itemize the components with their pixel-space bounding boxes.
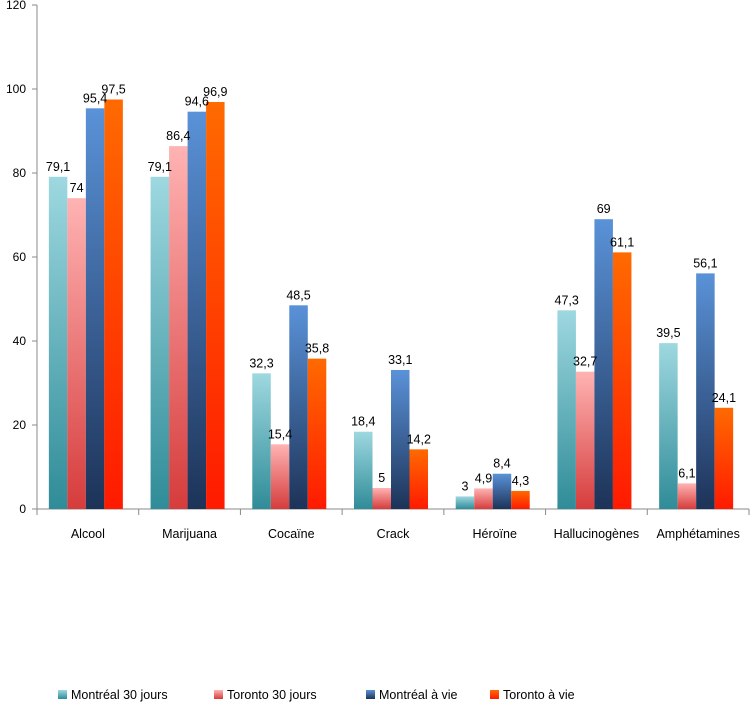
y-tick-label: 60 — [13, 250, 27, 264]
y-tick-label: 80 — [13, 166, 27, 180]
data-label: 14,2 — [407, 432, 431, 446]
x-category-label: Crack — [377, 527, 410, 541]
bars — [48, 99, 734, 510]
data-label: 39,5 — [656, 326, 680, 340]
bar — [104, 99, 123, 509]
bar — [187, 111, 207, 510]
x-category-label: Alcool — [71, 527, 105, 541]
bar — [474, 488, 493, 509]
bar — [455, 496, 475, 509]
legend-label: Montréal à vie — [379, 688, 458, 702]
bar — [714, 407, 734, 509]
legend-swatch — [58, 690, 67, 699]
data-label: 95,4 — [83, 91, 107, 105]
data-label: 69 — [597, 202, 611, 216]
x-category-label: Héroïne — [472, 527, 517, 541]
data-label: 33,1 — [388, 353, 412, 367]
data-label: 3 — [461, 479, 468, 493]
bar — [612, 252, 632, 509]
legend-swatch — [490, 690, 499, 699]
bar — [372, 488, 391, 509]
data-label: 32,3 — [249, 356, 273, 370]
bar — [270, 444, 290, 509]
axes: 0 20 40 60 80 100 120 Alcool Marijuana Cocaïne Cra… — [6, 0, 750, 541]
data-label: 96,9 — [203, 85, 227, 99]
data-label: 48,5 — [286, 288, 310, 302]
data-label: 97,5 — [101, 83, 125, 97]
bar — [206, 102, 225, 510]
data-label: 8,4 — [493, 457, 510, 471]
data-label: 24,1 — [712, 391, 736, 405]
data-label: 86,4 — [166, 129, 190, 143]
legend: Montréal 30 jours Toronto 30 jours Montréa… — [58, 688, 575, 702]
data-label: 74 — [70, 181, 84, 195]
data-label: 79,1 — [46, 160, 70, 174]
data-label: 15,4 — [268, 427, 292, 441]
data-label: 94,6 — [185, 95, 209, 109]
x-category-label: Marijuana — [162, 527, 217, 541]
bar — [391, 369, 410, 509]
bar — [696, 273, 715, 509]
x-category-label: Amphétamines — [656, 527, 739, 541]
legend-swatch — [214, 690, 223, 699]
data-label: 61,1 — [610, 235, 634, 249]
y-tick-label: 40 — [13, 334, 27, 348]
bar — [492, 473, 512, 509]
bar — [85, 108, 105, 509]
bar — [557, 310, 576, 509]
legend-label: Toronto à vie — [503, 688, 575, 702]
bar — [575, 371, 595, 509]
bar — [409, 449, 428, 509]
data-label: 5 — [378, 471, 385, 485]
data-label: 47,3 — [555, 293, 579, 307]
bar — [677, 483, 697, 509]
y-tick-label: 100 — [6, 82, 26, 96]
legend-swatch — [366, 690, 375, 699]
bar — [511, 490, 530, 509]
data-label: 56,1 — [693, 256, 717, 270]
data-label: 4,9 — [475, 471, 492, 485]
bar — [659, 343, 678, 509]
data-label: 6,1 — [678, 466, 695, 480]
legend-label: Toronto 30 jours — [227, 688, 317, 702]
legend-label: Montréal 30 jours — [71, 688, 168, 702]
bar — [48, 176, 68, 509]
x-category-label: Hallucinogènes — [554, 527, 639, 541]
data-label: 35,8 — [305, 342, 329, 356]
data-label: 4,3 — [512, 474, 529, 488]
data-label: 18,4 — [351, 415, 375, 429]
y-tick-label: 0 — [19, 502, 26, 516]
bar — [594, 219, 613, 509]
data-label: 32,7 — [573, 355, 597, 369]
data-labels: 79,17495,497,579,186,494,696,932,315,448… — [46, 83, 736, 494]
bar — [354, 431, 373, 509]
bar — [289, 305, 308, 509]
bar — [150, 176, 170, 509]
bar — [169, 146, 188, 509]
bar — [252, 373, 271, 509]
y-tick-label: 120 — [6, 0, 26, 12]
y-tick-label: 20 — [13, 418, 27, 432]
x-category-label: Cocaïne — [268, 527, 315, 541]
data-label: 79,1 — [148, 160, 172, 174]
bar — [67, 198, 86, 509]
bar — [307, 358, 327, 509]
